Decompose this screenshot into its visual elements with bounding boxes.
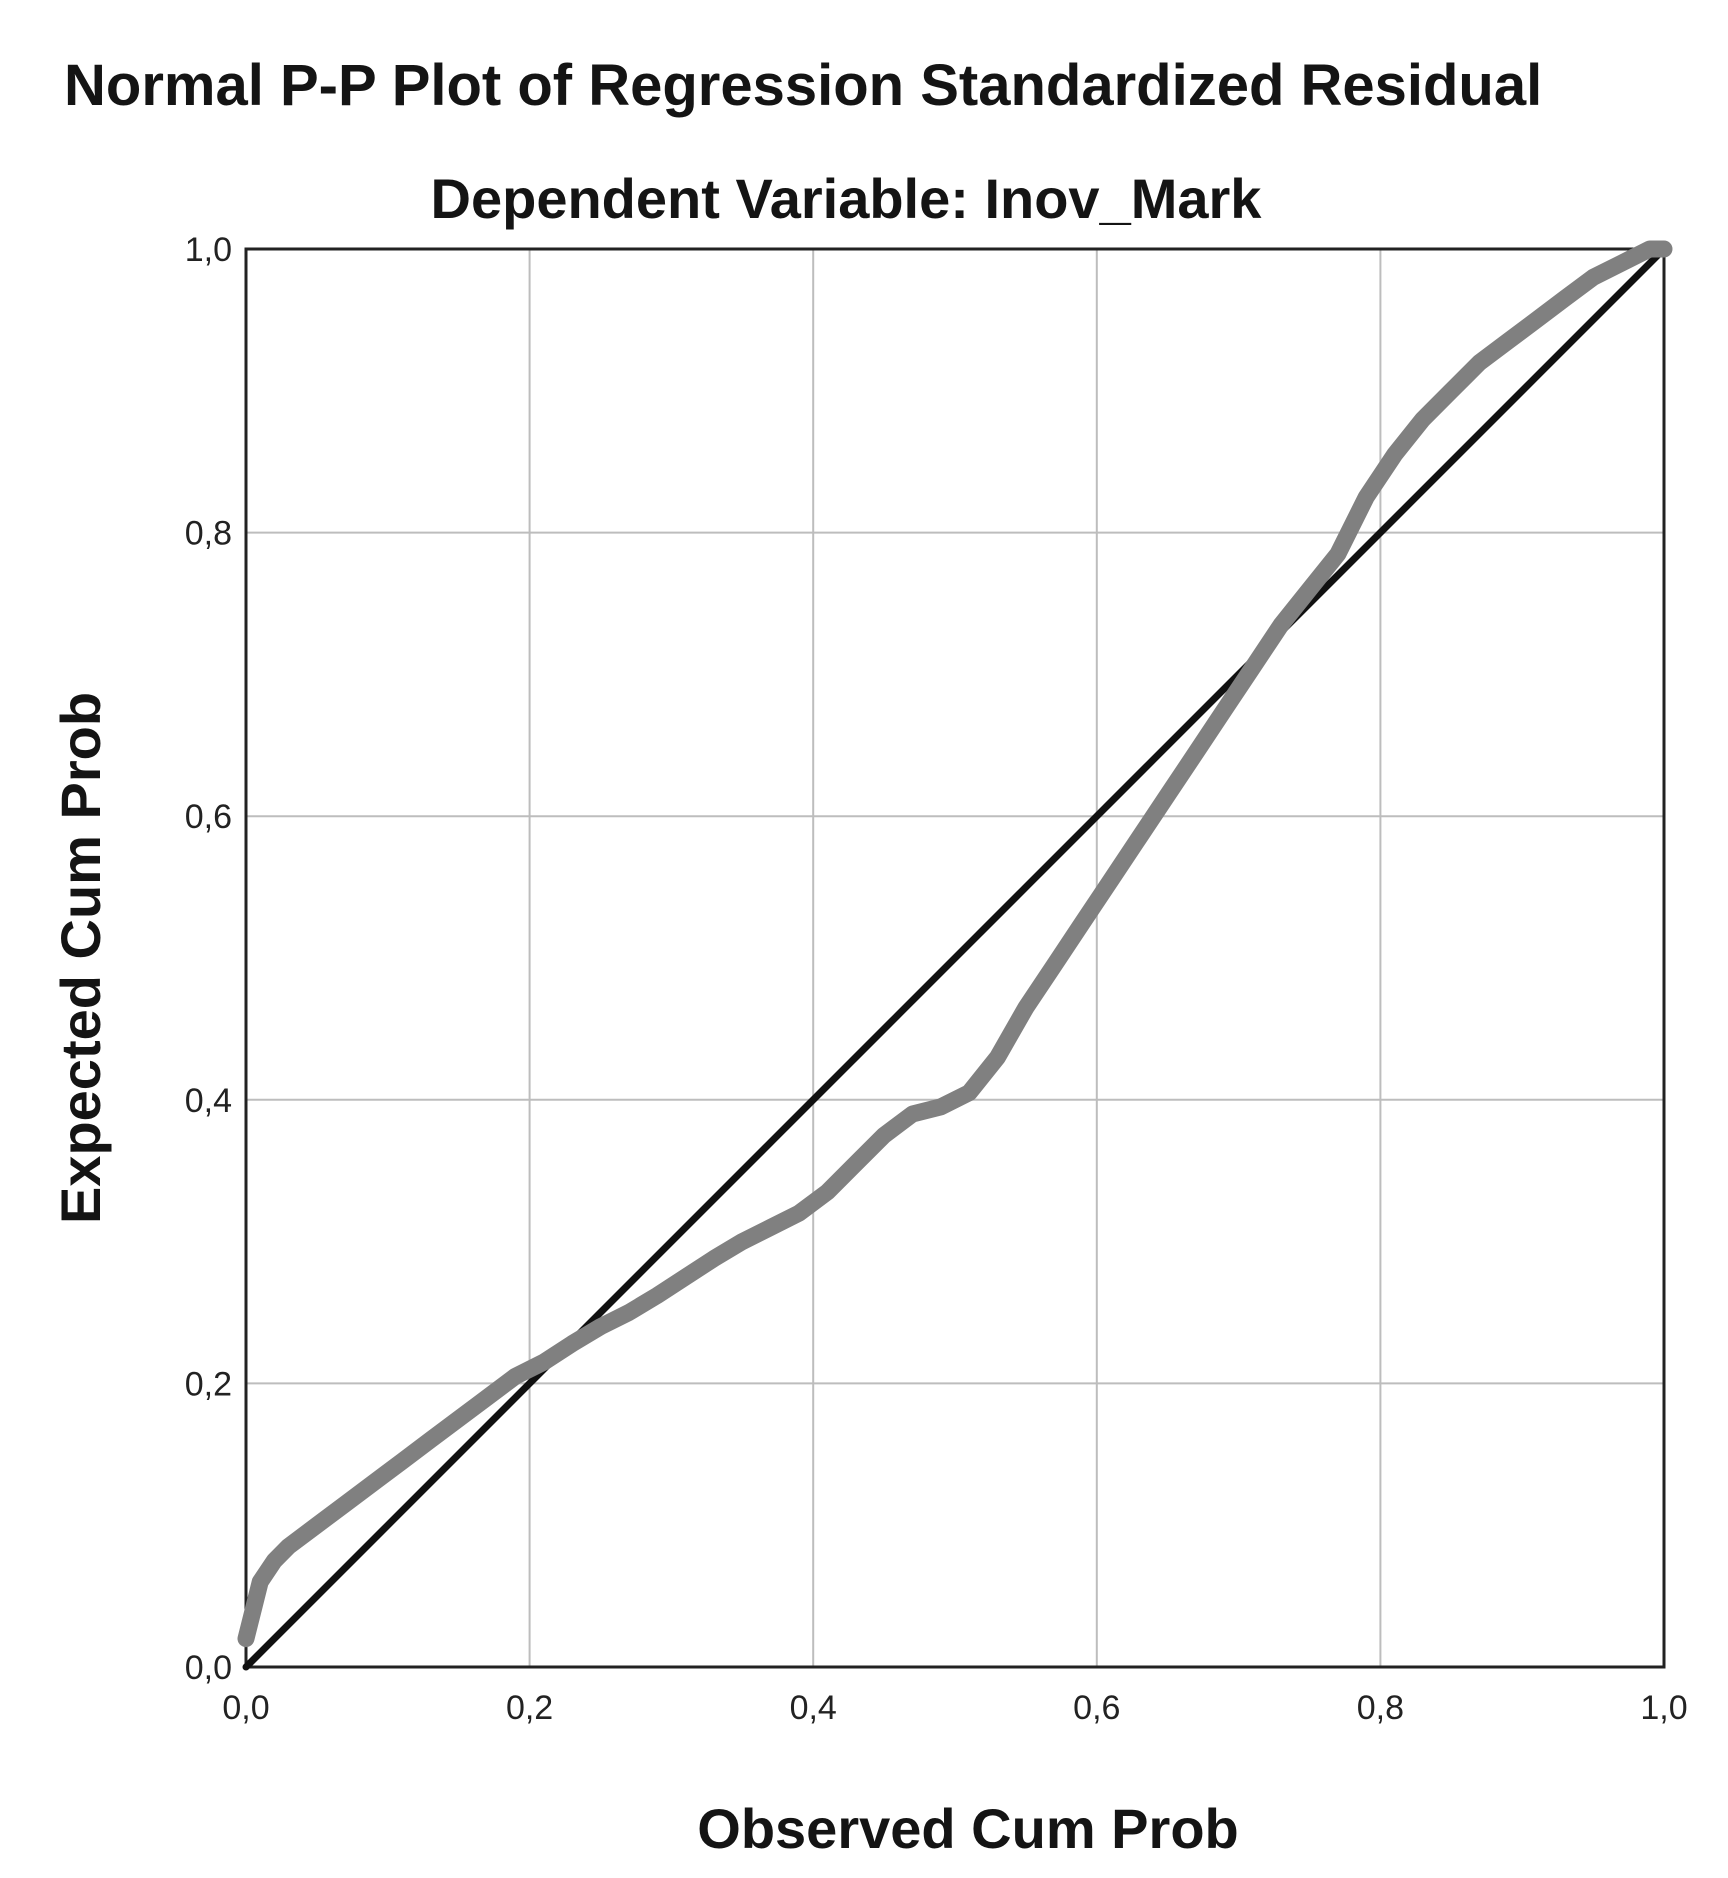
x-axis-label: Observed Cum Prob: [697, 1797, 1238, 1860]
series-group: [237, 240, 1673, 1648]
y-tick-label: 0,6: [185, 798, 232, 836]
reference-line-group: [242, 245, 1668, 1671]
x-tick-label: 0,0: [222, 1689, 269, 1727]
y-axis-label: Expected Cum Prob: [49, 692, 112, 1224]
residual-series-line: [237, 240, 1673, 1648]
tick-labels: 0,00,0 0,2 0,2 0,4 0,4 0,6 0,6 0,8 0,8 1,0 1,0: [185, 231, 1688, 1727]
y-tick-label: 0,2: [185, 1365, 232, 1403]
y-tick-label: 0,8: [185, 515, 232, 553]
plot-frame: [244, 247, 1666, 1669]
x-tick-label: 0,8: [1357, 1689, 1404, 1727]
x-tick-label: 1,0: [1640, 1689, 1687, 1727]
x-tick-label: 0,2: [506, 1689, 553, 1727]
chart-subtitle: Dependent Variable: Inov_Mark: [431, 167, 1263, 230]
y-tick-label: 1,0: [185, 231, 232, 269]
chart-title: Normal P-P Plot of Regression Standardiz…: [64, 53, 1542, 118]
y-tick-label: 0,4: [185, 1082, 232, 1120]
reference-line: [242, 245, 1668, 1671]
y-tick-label: 0,0: [185, 1649, 232, 1687]
x-tick-label: 0,4: [790, 1689, 837, 1727]
x-tick-label: 0,6: [1073, 1689, 1120, 1727]
